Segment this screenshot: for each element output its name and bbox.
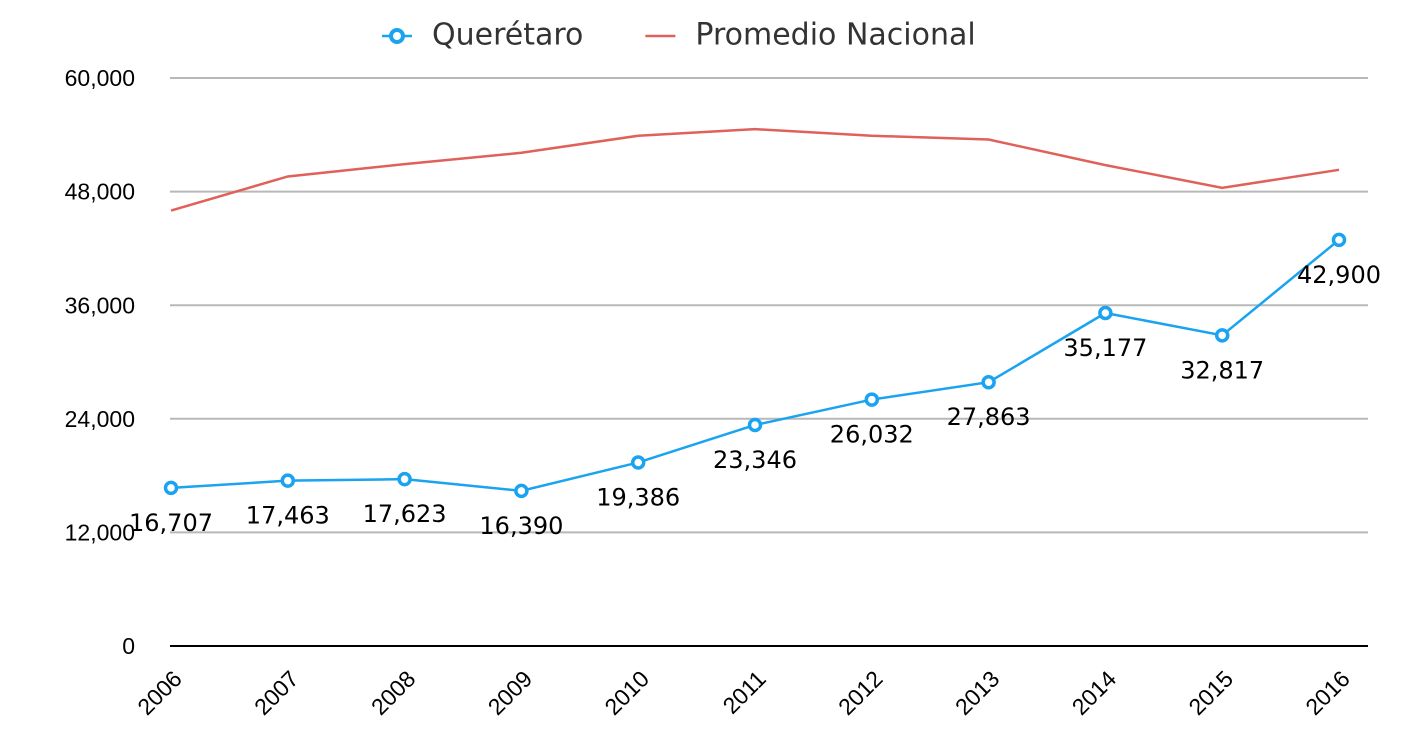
y-tick-label: 0 <box>122 633 135 659</box>
data-point <box>1214 328 1230 343</box>
data-point <box>981 374 996 390</box>
data-label: 32,817 <box>1180 356 1264 384</box>
data-label: 42,900 <box>1297 261 1381 289</box>
data-label: 19,386 <box>596 483 680 511</box>
x-tick-label: 2014 <box>1067 665 1122 720</box>
series-line <box>170 127 1340 212</box>
data-label: 16,390 <box>479 512 563 540</box>
x-tick-label: 2012 <box>833 665 888 720</box>
data-label: 16,707 <box>129 509 213 537</box>
y-tick-label: 36,000 <box>65 292 135 318</box>
legend-label: Querétaro <box>432 18 583 53</box>
data-label: 17,463 <box>246 502 330 530</box>
data-point <box>864 392 880 407</box>
data-label: 17,623 <box>363 500 447 528</box>
y-tick-label: 24,000 <box>65 406 135 432</box>
data-point <box>1098 305 1113 321</box>
legend-marker <box>389 28 405 44</box>
data-label: 27,863 <box>947 403 1031 431</box>
x-tick-label: 2006 <box>132 665 187 720</box>
data-label: 23,346 <box>713 446 797 474</box>
data-point <box>163 480 179 496</box>
x-tick-label: 2013 <box>950 665 1005 720</box>
data-label: 26,032 <box>830 421 914 449</box>
legend-label: Promedio Nacional <box>695 18 975 53</box>
data-label: 35,177 <box>1063 334 1147 362</box>
data-point <box>514 483 529 499</box>
x-tick-label: 2008 <box>366 665 421 720</box>
x-tick-label: 2015 <box>1183 665 1238 720</box>
x-tick-label: 2007 <box>249 665 304 720</box>
data-point <box>747 417 763 433</box>
x-tick-label: 2010 <box>599 665 654 720</box>
data-point <box>1331 232 1347 248</box>
y-tick-label: 48,000 <box>65 179 135 205</box>
y-tick-label: 60,000 <box>65 65 135 91</box>
data-point <box>280 473 296 488</box>
data-point <box>630 455 646 470</box>
x-tick-label: 2009 <box>483 665 538 720</box>
x-tick-label: 2011 <box>717 665 770 718</box>
y-tick-label: 12,000 <box>65 519 135 545</box>
x-tick-label: 2016 <box>1300 665 1355 720</box>
data-point <box>397 471 412 487</box>
